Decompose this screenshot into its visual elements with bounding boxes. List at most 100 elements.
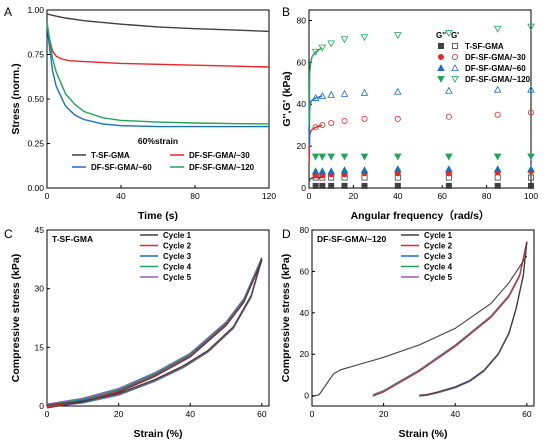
series-line-df-sf-gma-60 — [46, 24, 269, 128]
panel-d-ticks: 0 20 40 60 0 20 40 60 80 — [300, 225, 532, 419]
unloading-curve-cycle-5 — [46, 260, 263, 408]
panel-b-legend: G'' G' T-SF-GMA DF-SF-GMA/~30 DF-SF-GMA/… — [436, 31, 531, 84]
y-tick-label: 30 — [35, 284, 45, 294]
panel-d-title: DF-SF-GMA/~120 — [317, 234, 386, 244]
panel-c-x-axis-title: Strain (%) — [133, 428, 182, 440]
y-tick-label: 0 — [304, 391, 309, 401]
panel-a-strain-annotation: 60%strain — [138, 136, 178, 146]
g-loss-point-df-sf-gma-60 — [493, 165, 502, 173]
g-storage-point-df-sf-gma-30 — [361, 115, 368, 122]
unloading-curve-cycle-1 — [419, 241, 528, 396]
g-storage-point-df-sf-gma-60 — [327, 90, 335, 98]
g-storage-point-df-sf-gma-60 — [340, 89, 349, 97]
x-tick-label: 60 — [437, 191, 447, 201]
g-loss-point-df-sf-gma-120 — [340, 153, 349, 161]
x-tick-label: 40 — [450, 409, 460, 419]
g-storage-point-df-sf-gma-60 — [493, 85, 502, 93]
panel-c-title: T-SF-GMA — [52, 234, 93, 244]
g-storage-point-df-sf-gma-120 — [394, 32, 402, 40]
g-loss-point-df-sf-gma-120 — [527, 153, 535, 161]
series-line-t-sf-gma — [46, 12, 270, 33]
storage-initial-sweep-df-sf-gma-60 — [308, 95, 323, 147]
g-loss-point-df-sf-gma-120 — [360, 153, 369, 161]
y-tick-label: 15 — [35, 342, 45, 352]
panel-c-letter: C — [4, 227, 13, 241]
y-tick-label: 20 — [300, 349, 310, 359]
g-storage-point-df-sf-gma-120 — [340, 36, 349, 44]
panel-d-x-axis-title: Strain (%) — [398, 428, 447, 440]
x-tick-label: 20 — [349, 191, 359, 201]
g-loss-point-t-sf-gma — [494, 182, 501, 189]
g-storage-point-df-sf-gma-120 — [327, 40, 335, 48]
g-storage-point-df-sf-gma-120 — [493, 25, 502, 33]
g-storage-point-t-sf-gma — [528, 174, 535, 181]
loading-curve-cycle-3 — [46, 259, 263, 407]
g-storage-point-df-sf-gma-60 — [394, 87, 402, 95]
panel-b-x-axis-title: Angular frequency（rad/s） — [351, 209, 490, 222]
g-loss-point-df-sf-gma-60 — [360, 166, 369, 174]
y-tick-label: 60 — [297, 57, 307, 67]
legend-marker-g-loss-t-sf-gma — [437, 43, 444, 50]
g-loss-point-t-sf-gma — [341, 182, 348, 189]
legend-marker-g-loss-df-sf-gma-120 — [437, 76, 445, 83]
legend-marker-g-storage-df-sf-gma-120 — [451, 76, 459, 83]
x-tick-label: 80 — [190, 191, 200, 201]
x-tick-label: 120 — [262, 191, 276, 201]
g-storage-point-df-sf-gma-60 — [318, 91, 327, 99]
panel-c: C 0 20 40 60 0 15 30 45 T-SF-GMA Compressive st… — [4, 225, 270, 440]
x-tick-label: 40 — [116, 191, 126, 201]
legend-label-cycle-3: Cycle 3 — [163, 252, 192, 261]
storage-initial-sweep-df-sf-gma-120 — [308, 47, 323, 126]
legend-marker-g-storage-df-sf-gma-30 — [451, 54, 458, 61]
g-storage-point-df-sf-gma-30 — [312, 124, 319, 131]
x-tick-label: 0 — [310, 409, 315, 419]
legend-label-df-120: DF-SF-GMA/~120 — [189, 163, 255, 172]
y-tick-label: 20 — [297, 141, 307, 151]
series-line-df-sf-gma-120 — [46, 22, 270, 125]
g-loss-point-t-sf-gma — [445, 182, 452, 189]
panel-c-series — [46, 257, 263, 409]
x-tick-label: 60 — [522, 409, 532, 419]
legend-label-cycle-2: Cycle 2 — [424, 242, 453, 251]
legend-label-b-df-30: DF-SF-GMA/~30 — [465, 53, 526, 62]
panel-b-y-axis-title: G'',G' (kPa) — [281, 71, 293, 126]
loading-curve-cycle-2 — [372, 242, 528, 397]
g-storage-point-df-sf-gma-120 — [445, 30, 453, 37]
loading-curve-cycle-1 — [311, 255, 528, 398]
g-loss-point-t-sf-gma — [361, 182, 368, 189]
g-storage-point-df-sf-gma-120 — [527, 23, 535, 31]
g-loss-point-df-sf-gma-60 — [394, 165, 402, 173]
g-loss-point-df-sf-gma-120 — [445, 153, 453, 161]
panel-c-plot-frame — [46, 229, 270, 407]
g-storage-point-df-sf-gma-60 — [311, 94, 320, 101]
y-tick-label: 80 — [297, 15, 307, 25]
panel-a-series — [46, 12, 270, 128]
panel-d-series — [311, 241, 528, 398]
x-tick-label: 20 — [114, 409, 124, 419]
g-storage-point-df-sf-gma-120 — [360, 34, 369, 42]
panel-d-y-axis-title: Compressive stress (kPa) — [280, 254, 292, 382]
legend-label-cycle-4: Cycle 4 — [424, 263, 453, 272]
legend-label-cycle-1: Cycle 1 — [424, 231, 453, 240]
legend-header-g-storage: G' — [451, 31, 459, 40]
panel-d-letter: D — [282, 227, 291, 241]
g-storage-point-df-sf-gma-30 — [341, 117, 348, 124]
legend-label-cycle-3: Cycle 3 — [424, 252, 453, 261]
g-loss-point-df-sf-gma-60 — [318, 167, 327, 175]
legend-marker-g-loss-df-sf-gma-60 — [437, 64, 445, 71]
g-loss-point-df-sf-gma-60 — [311, 167, 320, 175]
x-tick-label: 40 — [185, 409, 195, 419]
panel-a-legend: T-SF-GMA DF-SF-GMA/~30 DF-SF-GMA/~60 DF-… — [72, 151, 255, 172]
panel-a-x-axis-title: Time (s) — [138, 210, 178, 222]
loading-curve-cycle-4 — [46, 258, 263, 406]
legend-label-df-60: DF-SF-GMA/~60 — [91, 163, 152, 172]
y-tick-label: 80 — [300, 225, 310, 235]
g-loss-point-t-sf-gma — [319, 182, 326, 189]
g-loss-point-df-sf-gma-120 — [327, 153, 335, 161]
g-storage-point-df-sf-gma-60 — [445, 86, 453, 94]
g-loss-point-df-sf-gma-60 — [527, 165, 535, 173]
panel-a-plot-frame — [46, 9, 270, 189]
